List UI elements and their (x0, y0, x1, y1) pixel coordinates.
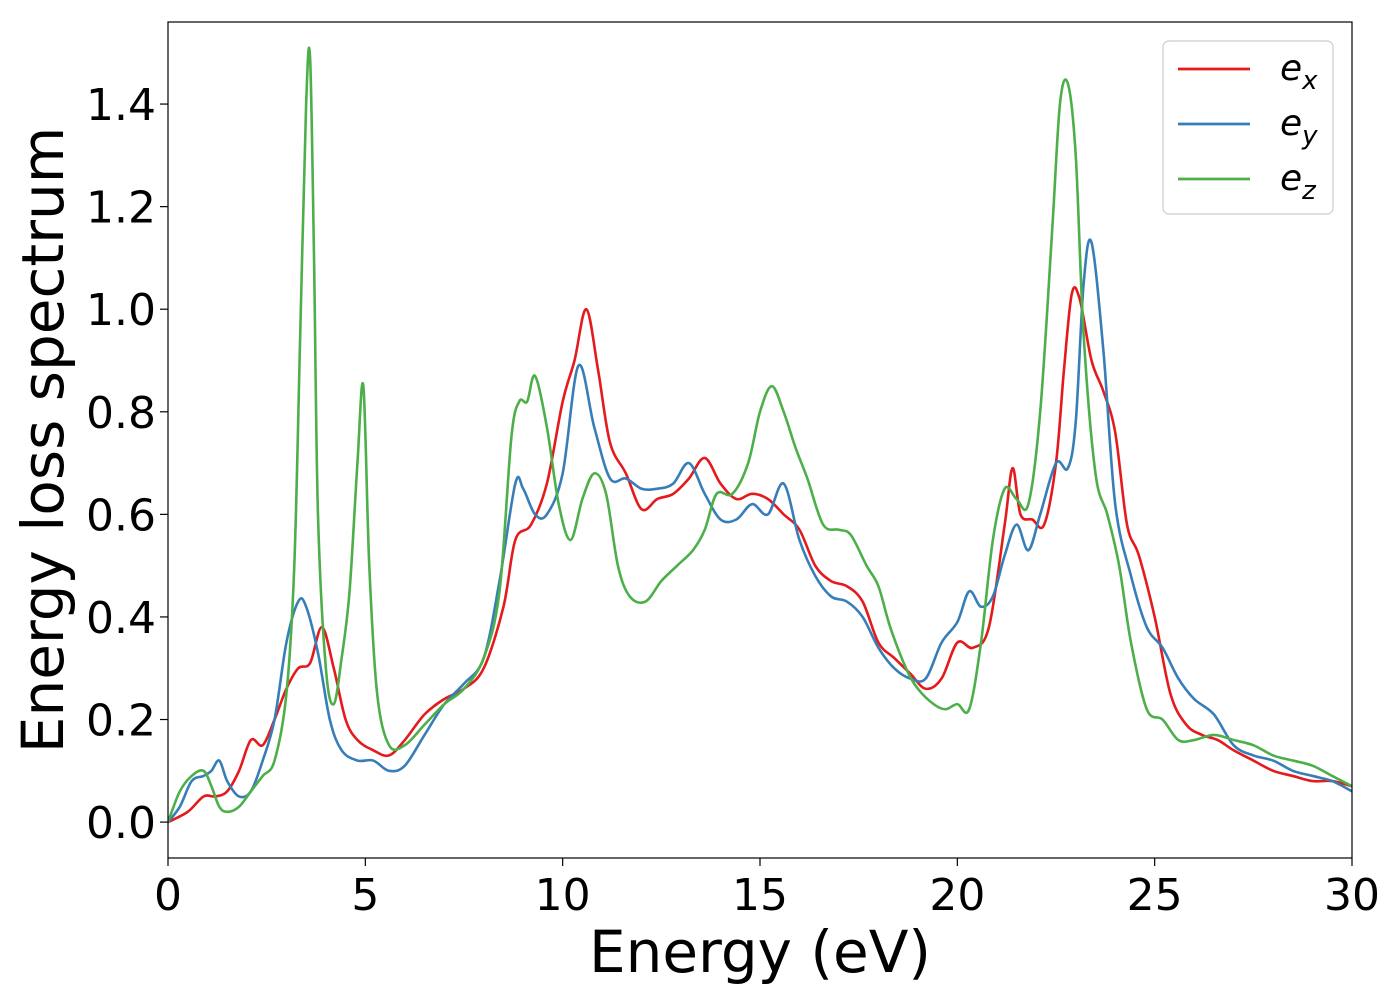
y-tick-label: 1.2 (86, 183, 156, 234)
x-axis: 0 5 10 15 20 25 30 (154, 858, 1380, 921)
series-line-z (168, 46, 1352, 823)
y-tick-label: 0.4 (86, 593, 156, 644)
legend-box (1162, 40, 1334, 215)
series-line-y (168, 238, 1352, 823)
y-tick-label: 1.4 (86, 80, 156, 131)
y-tick-label: 0.0 (86, 798, 156, 849)
x-tick-label: 10 (535, 870, 591, 921)
y-tick-label: 0.2 (86, 696, 156, 747)
series-line-x (168, 285, 1352, 824)
legend: ex ey ez (1162, 40, 1334, 215)
y-tick-label: 0.6 (86, 490, 156, 541)
x-tick-label: 20 (929, 870, 985, 921)
y-axis-label: Energy loss spectrum (9, 127, 77, 753)
x-tick-label: 0 (154, 870, 182, 921)
x-tick-label: 30 (1324, 870, 1380, 921)
legend-label-z: ez (1280, 158, 1317, 206)
y-axis: 0.0 0.2 0.4 0.6 0.8 1.0 1.2 1.4 (86, 80, 168, 849)
x-tick-label: 25 (1127, 870, 1183, 921)
legend-label-x: ex (1280, 48, 1318, 96)
x-tick-label: 15 (732, 870, 788, 921)
legend-label-y: ey (1280, 103, 1318, 151)
x-axis-label: Energy (eV) (589, 918, 931, 986)
x-tick-label: 5 (351, 870, 379, 921)
y-tick-label: 0.8 (86, 388, 156, 439)
y-tick-label: 1.0 (86, 285, 156, 336)
series-layer (168, 46, 1352, 824)
